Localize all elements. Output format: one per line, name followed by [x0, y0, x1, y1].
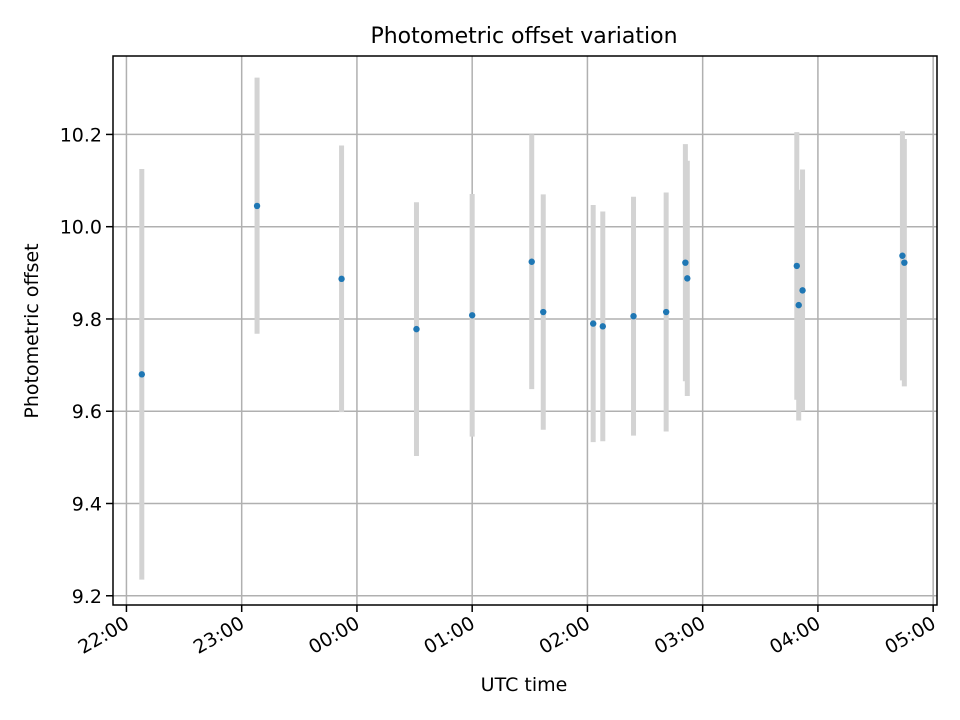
- y-axis-ticks: 9.2 9.4 9.6 9.8 10.0 10.2: [60, 124, 113, 608]
- data-point: [662, 308, 670, 316]
- data-point: [630, 312, 637, 320]
- data-point: [540, 308, 547, 316]
- y-tick-label: 9.4: [72, 494, 102, 516]
- data-point: [589, 320, 597, 327]
- y-axis-label: Photometric offset: [21, 243, 43, 418]
- data-point: [799, 287, 806, 294]
- y-tick-label: 9.2: [72, 586, 102, 608]
- data-point: [793, 262, 800, 270]
- data-point: [901, 259, 908, 266]
- data-point: [413, 325, 420, 333]
- data-point: [338, 275, 345, 283]
- y-tick-label: 10.0: [60, 217, 102, 239]
- data-point: [599, 323, 606, 330]
- plot-frame: [112, 55, 938, 606]
- data-points: [138, 202, 908, 378]
- x-axis-label: UTC time: [481, 674, 568, 696]
- y-tick-label: 9.6: [72, 401, 102, 423]
- y-tick-label: 10.2: [60, 124, 102, 146]
- data-point: [684, 275, 691, 282]
- data-point: [795, 301, 802, 309]
- chart-title: Photometric offset variation: [370, 24, 677, 49]
- y-tick-label: 9.8: [72, 309, 102, 331]
- data-point: [528, 258, 535, 265]
- data-point: [468, 312, 476, 319]
- data-point: [253, 202, 261, 210]
- data-point: [899, 252, 906, 259]
- data-point: [682, 259, 689, 266]
- data-point: [138, 371, 146, 378]
